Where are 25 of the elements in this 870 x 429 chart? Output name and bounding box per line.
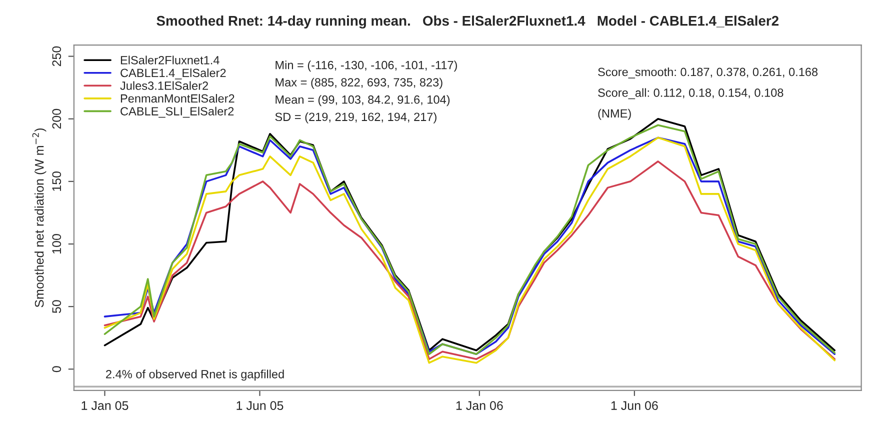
annotation: Score_all: 0.112, 0.18, 0.154, 0.108: [598, 88, 784, 100]
annotation: Min = (-116, -130, -106, -101, -117): [276, 60, 457, 72]
annotation: Mean = (99, 103, 84.2, 91.6, 104): [276, 95, 450, 106]
y-tick-label: 50: [52, 300, 62, 314]
chart-title: Smoothed Rnet: 14-day running mean. Obs - ElSaler2Fluxnet1.4 Model - CABLE1.4_ElSaler2: [156, 16, 778, 29]
legend-label: CABLE_SLI_ElSaler2: [120, 106, 234, 118]
annotation: (NME): [598, 108, 631, 120]
y-tick-label: 150: [52, 171, 62, 191]
y-tick-label: 100: [52, 234, 62, 254]
x-tick-label: 1 Jun 06: [611, 401, 658, 410]
x-tick-label: 1 Jun 05: [236, 401, 284, 410]
annotation: Max = (885, 822, 693, 735, 823): [276, 78, 442, 89]
y-tick-label: 200: [52, 108, 62, 129]
annotation: 2.4% of observed Rnet is gapfilled: [106, 370, 284, 381]
legend-label: PenmanMontElSaler2: [120, 94, 234, 103]
x-tick-label: 1 Jan 06: [456, 401, 503, 410]
annotation: SD = (219, 219, 162, 194, 217): [275, 112, 436, 124]
annotation: Score_smooth: 0.187, 0.378, 0.261, 0.168: [598, 67, 818, 78]
y-tick-label: 250: [52, 46, 62, 66]
y-tick-label: 0: [52, 366, 62, 372]
legend-label: CABLE1.4_ElSaler2: [120, 68, 226, 80]
y-axis-title: Smoothed net radiation (W m$^{−2}$): [32, 128, 46, 308]
x-tick-label: 1 Jan 05: [82, 401, 128, 410]
legend-label: ElSaler2Fluxnet1.4: [120, 56, 220, 64]
legend-label: Jules3.1ElSaler2: [120, 81, 208, 90]
